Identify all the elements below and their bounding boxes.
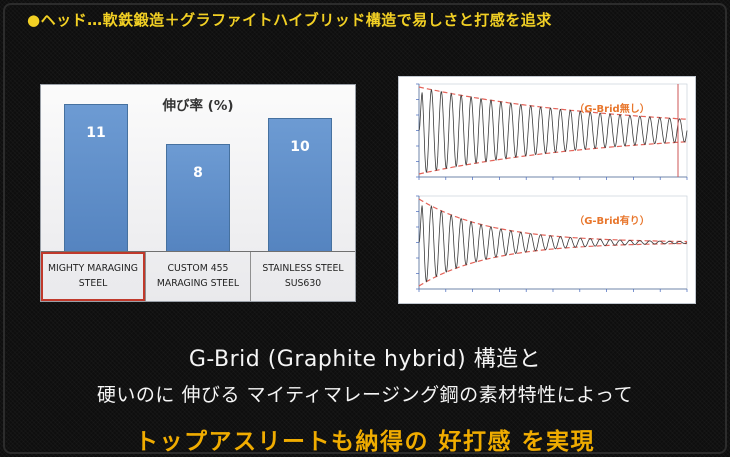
bar-chart-title: 伸び率 (%) — [162, 98, 234, 114]
bar-category-label-line: SUS630 — [284, 278, 322, 289]
bar-category-label-1: CUSTOM 455 MARAGING STEEL — [145, 252, 250, 301]
footer-highlight: トップアスリートも納得の 好打感 を実現 — [134, 429, 595, 455]
footer-line2: 硬いのに 伸びる マイティマレージング鋼の素材特性によって — [96, 384, 634, 406]
footer-line1: G-Brid (Graphite hybrid) 構造と — [188, 347, 542, 372]
bar-1: 8 — [166, 144, 230, 251]
bar-2: 10 — [268, 118, 332, 251]
footer-caption: G-Brid (Graphite hybrid) 構造と 硬いのに 伸びる マイ… — [0, 341, 730, 456]
bar-category-label-line: MIGHTY MARAGING — [47, 263, 139, 275]
bar-category-label-line: MARAGING STEEL — [156, 278, 240, 289]
bar-column-1: 8 — [147, 85, 249, 251]
waveform-label: （G-Brid無し） — [574, 102, 650, 115]
header-text: ●ヘッド…軟鉄鍛造＋グラファイトハイブリッド構造で易しさと打感を追求 — [27, 11, 552, 29]
bar-category-label-line: STAINLESS STEEL — [262, 263, 344, 275]
bar-value-label: 11 — [86, 125, 106, 141]
bar-column-2: 10 — [249, 85, 351, 251]
bar-chart-category-labels: MIGHTY MARAGING STEEL CUSTOM 455 MARAGING S… — [41, 251, 355, 301]
bar-column-0: 11 — [45, 85, 147, 251]
bar-value-label: 10 — [290, 139, 310, 155]
vibration-waveform-panel: （G-Brid無し） （G-Brid有り） — [398, 76, 696, 304]
bar-category-label-2: STAINLESS STEEL SUS630 — [250, 252, 355, 301]
bar-category-label-line: CUSTOM 455 — [167, 263, 229, 275]
elongation-bar-chart: 11 8 10 伸び率 (%) MIGHTY MARAGING STEEL CUSTOM… — [40, 84, 356, 302]
bar-0: 11 — [64, 104, 128, 251]
bar-value-label: 8 — [193, 165, 203, 181]
bar-category-label-0: MIGHTY MARAGING STEEL — [41, 252, 145, 301]
waveform-label: （G-Brid有り） — [574, 214, 650, 227]
bar-category-label-line: STEEL — [78, 278, 108, 289]
bar-chart-plot: 11 8 10 — [45, 85, 351, 251]
waveform-chart-no-gbrid: （G-Brid無し） — [416, 83, 688, 180]
waveform-chart-with-gbrid: （G-Brid有り） — [416, 195, 688, 292]
